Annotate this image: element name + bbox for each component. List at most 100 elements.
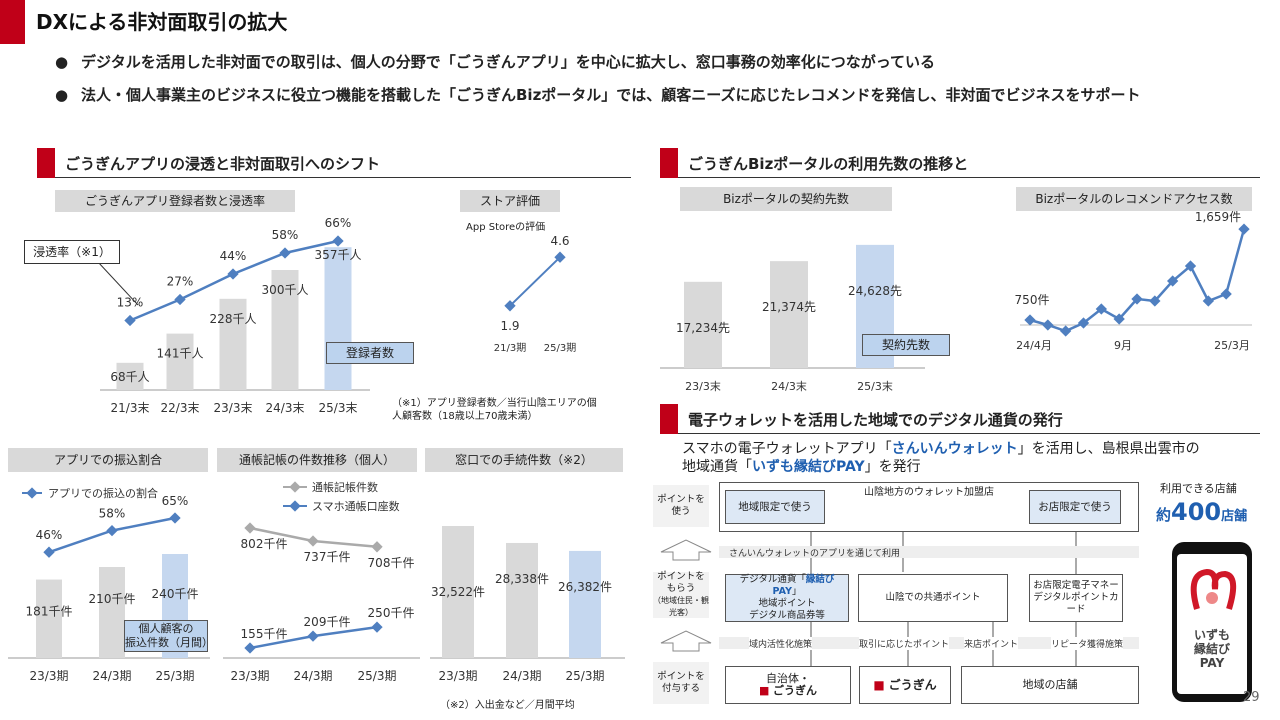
- chart4-tick-0: 24/4月: [1016, 339, 1052, 352]
- box-digital-1: デジタル通貨「: [739, 574, 806, 585]
- chart5-tick-2: 25/3期: [156, 669, 195, 683]
- chart2-line: [509, 256, 561, 307]
- chart5-bar-label-2: 240千件: [152, 587, 199, 601]
- chart3-tick-1: 24/3末: [771, 379, 807, 393]
- chart6-tick-0: 23/3期: [231, 669, 270, 683]
- wallet-currency-name: いずも縁結びPAY: [752, 459, 865, 475]
- chart1-bar-label-2: 228千人: [210, 312, 257, 326]
- chart7-bar-label-1: 28,338件: [495, 572, 549, 586]
- chart1-bar-label-4: 357千人: [315, 248, 362, 262]
- chart5-bar-label-1: 210千件: [89, 592, 136, 606]
- gougin-logo-icon: ■: [759, 684, 770, 697]
- row-use: ポイントを使う: [653, 485, 709, 527]
- chart2-label-0: 1.9: [500, 319, 519, 333]
- giver-bank: ■ ごうぎん: [859, 666, 951, 704]
- chart7-bar-2: [569, 550, 601, 658]
- chart5-bar-label-0: 181千件: [26, 605, 73, 619]
- stores-label: 利用できる店舗: [1160, 482, 1237, 495]
- chart1-tick-4: 25/3末: [319, 401, 358, 415]
- chart6-legend-marker-1: [289, 500, 301, 512]
- bullet-dot: ●: [55, 53, 69, 71]
- phone-icon: いずも 縁結び PAY: [1172, 542, 1252, 702]
- chart7-bar-0: [442, 526, 474, 658]
- chart1-rate-label: 浸透率（※1）: [24, 240, 120, 264]
- chart5-ratio-label-2: 65%: [162, 494, 189, 508]
- chart3-bar-label-0: 17,234先: [676, 321, 730, 335]
- box-digital-2: 地域ポイント: [758, 598, 816, 609]
- section-biz: ごうぎんBizポータルの利用先数の推移と: [660, 148, 1260, 178]
- stores-count-line: 約400店舗: [1156, 498, 1247, 526]
- chart1-rate-label-1: 27%: [167, 275, 194, 289]
- chart5-bar-1: [99, 567, 125, 658]
- chart3-bar-label-1: 21,374先: [762, 300, 816, 314]
- chart6-label-1-2: 250千件: [368, 606, 415, 620]
- chart6-label-1-0: 155千件: [241, 627, 288, 641]
- chart3-tick-2: 25/3末: [857, 379, 893, 393]
- chart6-label-0-0: 802千件: [241, 537, 288, 551]
- chart1-rate-point-3: [279, 247, 291, 259]
- chart1-bar-label-1: 141千人: [157, 347, 204, 361]
- wallet-app-name: さんいんウォレット: [891, 441, 1018, 457]
- chart1-callout-line: [97, 261, 139, 306]
- chart3-bar-label-2: 24,628先: [848, 284, 902, 298]
- bullet-2-text: 法人・個人事業主のビジネスに役立つ機能を搭載した「ごうぎんBizポータル」では、…: [81, 86, 1141, 104]
- box-shop-1: お店限定電子マネー: [1033, 580, 1119, 591]
- chart2-label-1: 4.6: [550, 234, 569, 248]
- chart5-ratio-point-2: [169, 512, 181, 524]
- lbl-local: 域内活性化施策: [749, 637, 813, 650]
- chart6-svg: 802千件 737千件 708千件 通帳記帳件数 155千件 209千件 250千件 スマホ通…: [223, 480, 420, 683]
- chart7-bar-1: [506, 542, 538, 658]
- chart1-bar-label-3: 300千人: [262, 283, 309, 297]
- chart7-bar-label-0: 32,522件: [431, 585, 485, 599]
- chart4-point-0: [1024, 314, 1036, 326]
- giver-bank-label: ごうぎん: [772, 684, 817, 697]
- chart1-bar-4: [324, 247, 352, 390]
- chart5-tick-0: 23/3期: [30, 669, 69, 683]
- giver-shops: 地域の店舗: [961, 666, 1139, 704]
- logo-text-3: PAY: [1199, 656, 1225, 670]
- chart1-rate-point-0: [124, 314, 136, 327]
- chart5-legend-text: アプリでの振込の割合: [48, 486, 158, 500]
- chart5-ratio-point-0: [43, 546, 55, 558]
- chart3-tick-0: 23/3末: [685, 379, 721, 393]
- chart6-label-0-1: 737千件: [304, 550, 351, 564]
- use-local-box: 地域限定で使う: [725, 490, 825, 524]
- chart6-point-0-2: [371, 541, 383, 553]
- row-get-sub: （地域住民・観光客）: [653, 596, 709, 617]
- bullet-1: ● デジタルを活用した非対面での取引は、個人の分野で「ごうぎんアプリ」を中心に拡…: [55, 53, 1255, 73]
- chart7-tick-2: 25/3期: [566, 669, 605, 683]
- chart4-svg: 750件 1,659件 24/4月 9月 25/3月: [1015, 210, 1252, 352]
- box-digital-3: デジタル商品券等: [749, 610, 825, 621]
- bullet-dot: ●: [55, 86, 69, 104]
- chart5-title: アプリでの振込割合: [8, 448, 208, 472]
- box-shop: お店限定電子マネー デジタルポイントカード: [1029, 574, 1123, 622]
- wallet-diagram: ポイントを使う ポイントをもらう （地域住民・観光客） ポイントを付与する 山陰…: [653, 480, 1141, 706]
- wallet-desc-4: 」を発行: [864, 459, 921, 475]
- giver-bank2-label: ごうぎん: [888, 678, 937, 692]
- chart1-svg: 68千人 21/3末 141千人 22/3末 228千人 23/3末 300千人 24/3末 3…: [97, 216, 370, 415]
- chart6-legend-marker-0: [289, 481, 301, 493]
- chart4-title: Bizポータルのレコメンドアクセス数: [1016, 187, 1252, 211]
- lbl-visit: 来店ポイント: [964, 637, 1019, 650]
- box-shop-2: デジタルポイントカード: [1033, 592, 1119, 615]
- chart5-tick-1: 24/3期: [93, 669, 132, 683]
- chart6-label-1-1: 209千件: [304, 615, 351, 629]
- gougin-logo-icon: ■: [873, 678, 885, 692]
- chart1-tick-3: 24/3末: [266, 401, 305, 415]
- chart3-title: Bizポータルの契約先数: [680, 187, 892, 211]
- chart1-title: ごうぎんアプリ登録者数と浸透率: [55, 190, 295, 212]
- bullet-2: ● 法人・個人事業主のビジネスに役立つ機能を搭載した「ごうぎんBizポータル」で…: [55, 86, 1255, 126]
- musubi-logo-icon: [1190, 568, 1237, 610]
- chart4-tick-2: 25/3月: [1214, 339, 1250, 352]
- logo-text-2: 縁結び: [1193, 642, 1230, 656]
- chart7-svg: 32,522件 23/3期 28,338件 24/3期 26,382件 25/3期: [430, 526, 625, 683]
- wallet-desc-2: 」を活用し、島根県出雲市の: [1017, 441, 1200, 457]
- chart1-bar-1: [166, 333, 194, 390]
- chart6-tick-1: 24/3期: [294, 669, 333, 683]
- chart4-point-2: [1060, 325, 1072, 337]
- izumo-pay-logo: いずも 縁結び PAY: [1177, 554, 1247, 694]
- chart6-point-1-1: [307, 630, 319, 642]
- chart4-point-3: [1077, 317, 1090, 329]
- chart5-svg: 181千件 23/3期 210千件 24/3期 240千件 25/3期 46% 58% 65% ア…: [8, 486, 210, 683]
- page-title: DXによる非対面取引の拡大: [36, 10, 288, 34]
